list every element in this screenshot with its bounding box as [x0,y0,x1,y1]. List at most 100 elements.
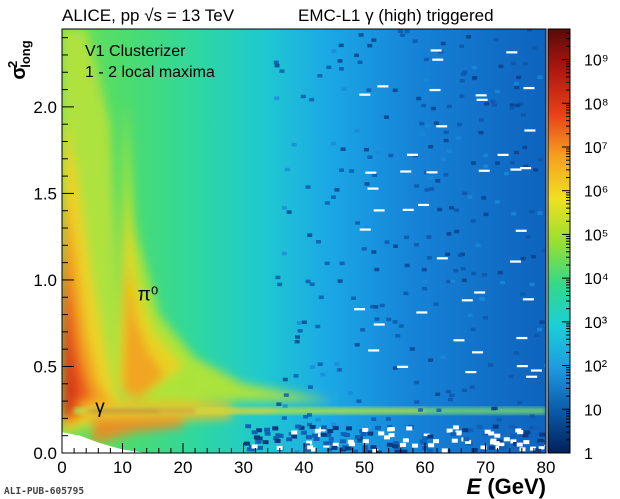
z-tick-label: 1 [584,446,593,463]
empty-bin [478,169,490,172]
heatmap-bin [494,161,500,165]
heatmap-bin [521,113,527,117]
heatmap-bin [466,35,472,39]
heatmap-bin [331,49,337,53]
empty-bin [515,229,527,232]
bottom-bin [446,428,453,433]
heatmap-bin [394,208,400,213]
bottom-bin [362,439,369,444]
bottom-bin [535,448,542,453]
heatmap-bin [324,261,330,266]
heatmap-bin [398,324,404,328]
empty-bin [373,209,385,212]
bottom-bin [354,435,361,440]
heatmap-bin [445,389,451,394]
bottom-bin [344,446,351,451]
heatmap-bin [274,96,280,101]
bottom-bin [286,437,293,442]
annotation-clusterizer: V1 Clusterizer [85,43,186,60]
heatmap-bin [393,244,399,248]
heatmap-bin [384,115,390,119]
heatmap-bin [457,122,463,127]
heatmap-bin [283,393,289,397]
header-left-text: ALICE, pp √s = 13 TeV [62,6,235,25]
bottom-bin [489,440,496,445]
heatmap-bin [387,425,393,429]
heatmap-bin [461,72,467,76]
bottom-bin [245,424,252,429]
bottom-bin [309,424,316,429]
heatmap-bin [522,62,528,66]
heatmap-bin [537,157,543,162]
heatmap-bin [404,235,410,240]
heatmap-bin [482,316,488,320]
heatmap-bin [475,243,481,248]
z-tick-label: 10⁶ [584,184,608,201]
heatmap-bin [514,85,520,90]
empty-bin [510,168,522,171]
heatmap-bin [461,278,467,283]
bottom-bin [388,433,395,438]
empty-bin [476,98,488,101]
heatmap-bin [291,142,297,147]
x-tick-label: 40 [295,458,314,477]
bottom-bin [370,445,377,450]
heatmap-bin [513,351,519,355]
heatmap-bin [419,121,425,126]
heatmap-bin [301,320,307,325]
heatmap-bin [525,235,531,239]
bottom-bin [311,433,318,438]
x-axis-title-unit: (GeV) [481,474,546,499]
heatmap-bin [371,38,377,42]
heatmap-bin [422,286,428,291]
heatmap-bin [509,103,515,107]
empty-bin [359,228,371,231]
empty-bin [472,351,484,354]
bottom-bin [393,441,400,446]
empty-bin [522,298,534,301]
heatmap-bin [281,416,287,420]
heatmap-bin [309,282,315,287]
heatmap-bin [443,173,449,177]
empty-bin [520,167,532,170]
heatmap-bin [462,191,468,196]
heatmap-bin [371,250,377,254]
heatmap-bin [416,96,422,101]
heatmap-bin [295,335,301,339]
heatmap-bin [320,372,326,377]
y-axis: 0.0 0.5 1.0 1.5 2.0 [33,37,74,463]
heatmap-bin [425,123,431,128]
heatmap-bin [479,296,485,301]
bottom-bin [498,446,505,451]
bottom-bin [484,429,491,434]
empty-bin [516,336,528,340]
heatmap-bin [436,408,442,412]
heatmap-bin [481,273,487,277]
heatmap-bin [375,150,381,155]
heatmap-bin [357,60,363,65]
bottom-bin [538,442,545,447]
heatmap-bin [513,82,519,86]
heatmap-bin [385,417,391,421]
heatmap-bin [384,240,390,244]
empty-bin [426,171,438,174]
heatmap-bin [523,164,529,169]
heatmap-bin [537,327,543,332]
bottom-bin [325,433,332,438]
empty-bin [406,153,418,156]
bottom-bin [300,430,307,435]
heatmap-bin [494,200,500,204]
bottom-bin [378,431,385,436]
heatmap-bin [450,279,456,283]
bottom-bin [514,444,521,449]
heatmap-bin [275,275,281,280]
bottom-bin [386,442,393,447]
bottom-bin [332,426,339,431]
bottom-bin [256,436,263,441]
heatmap-bin [529,210,535,214]
bottom-bin [323,441,330,446]
heatmap-bin [326,65,332,70]
heatmap-bin [420,132,426,137]
annotation-pi0: π⁰ [138,285,159,306]
bottom-bin [273,436,280,441]
